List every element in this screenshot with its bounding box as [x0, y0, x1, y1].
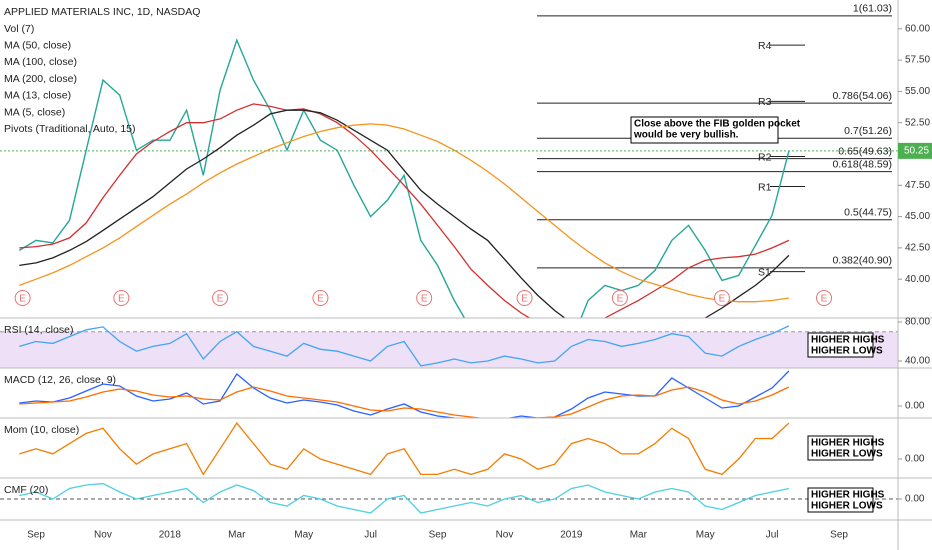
y-tick-label: 60.00: [905, 23, 930, 34]
y-tick-label: 57.50: [905, 55, 930, 66]
earnings-marker: [713, 290, 730, 306]
series-line: [19, 325, 790, 367]
earnings-marker: [312, 290, 329, 306]
note-box: [630, 116, 779, 144]
legend-entry: MA (50, close): [4, 39, 71, 51]
x-tick-label: Sep: [429, 530, 447, 541]
note-text: HIGHER LOWS: [811, 501, 883, 512]
y-tick-label: 40.00: [905, 356, 930, 367]
pivot-label: R4: [758, 40, 772, 52]
y-tick-label: 40.00: [905, 274, 930, 285]
series-line: [19, 386, 790, 418]
series-line: [19, 370, 790, 418]
earnings-marker: [212, 290, 229, 306]
earnings-label: E: [521, 294, 528, 305]
x-tick-label: Sep: [27, 530, 45, 541]
earnings-marker: [516, 290, 533, 306]
legend-entry: Pivots (Traditional, Auto, 15): [4, 123, 136, 135]
series-line: [19, 421, 790, 476]
pane: [0, 15, 898, 318]
pane: [19, 421, 790, 476]
earnings-label: E: [719, 294, 726, 305]
pivot-label: R1: [758, 181, 772, 193]
earnings-label: E: [217, 294, 224, 305]
x-tick-label: 2018: [159, 530, 182, 541]
rsi-band: [0, 331, 898, 368]
fib-label: 0.7(51.26): [844, 125, 892, 137]
note-box: [807, 435, 874, 461]
fib-label: 0.382(40.90): [832, 255, 892, 267]
y-tick-label: 52.50: [905, 117, 930, 128]
pane-title: Mom (10, close): [4, 424, 79, 436]
last-price-box: [898, 142, 932, 159]
note-text: HIGHER HIGHS: [811, 490, 885, 501]
note-box: [807, 332, 874, 358]
series-line: [19, 482, 790, 514]
x-tick-label: Nov: [496, 530, 514, 541]
x-tick-label: Mar: [630, 530, 648, 541]
chart-title: APPLIED MATERIALS INC, 1D, NASDAQ: [4, 6, 200, 18]
legend-entry: MA (13, close): [4, 90, 71, 102]
earnings-label: E: [118, 294, 125, 305]
pane-title: RSI (14, close): [4, 324, 73, 336]
pivot-label: R3: [758, 96, 772, 108]
note-text: HIGHER HIGHS: [811, 335, 885, 346]
series-line: [19, 123, 789, 303]
fib-label: 0.618(48.59): [832, 158, 892, 170]
series-line: [19, 109, 790, 318]
earnings-label: E: [19, 294, 26, 305]
legend-entry: MA (200, close): [4, 73, 77, 85]
pane: [0, 482, 898, 514]
x-tick-label: 2019: [560, 530, 583, 541]
pane: [0, 325, 898, 368]
y-tick-label: 42.50: [905, 243, 930, 254]
earnings-marker: [113, 290, 130, 306]
earnings-label: E: [421, 294, 428, 305]
y-tick-label: 45.00: [905, 211, 930, 222]
note-text: HIGHER HIGHS: [811, 438, 885, 449]
y-tick-label: 80.00: [905, 317, 930, 328]
x-tick-label: Nov: [94, 530, 112, 541]
y-tick-label: 0.00: [905, 454, 925, 465]
pane: [19, 370, 790, 418]
fib-label: 0.65(49.63): [838, 145, 892, 157]
y-tick-label: 0.00: [905, 401, 925, 412]
fib-label: 1(61.03): [853, 3, 892, 15]
earnings-label: E: [617, 294, 624, 305]
y-tick-label: 47.50: [905, 180, 930, 191]
earnings-label: E: [317, 294, 324, 305]
note-text: Close above the FIB golden pocket: [634, 119, 801, 130]
note-text: HIGHER LOWS: [811, 449, 883, 460]
x-tick-label: May: [294, 530, 313, 541]
earnings-label: E: [821, 294, 828, 305]
x-tick-label: Sep: [830, 530, 848, 541]
pane-title: MACD (12, 26, close, 9): [4, 374, 116, 386]
note-box: [807, 487, 874, 513]
last-price-label: 50.25: [904, 146, 929, 157]
pivot-label: S1: [758, 266, 771, 278]
fib-label: 0.786(54.06): [832, 90, 892, 102]
legend-entry: Vol (7): [4, 23, 34, 35]
earnings-marker: [611, 290, 628, 306]
earnings-marker: [816, 290, 833, 306]
x-tick-label: Jul: [766, 530, 779, 541]
note-text: HIGHER LOWS: [811, 346, 883, 357]
x-tick-label: Mar: [228, 530, 246, 541]
y-tick-label: 55.00: [905, 86, 930, 97]
note-text: would be very bullish.: [633, 130, 739, 141]
y-tick-label: 0.00: [905, 494, 925, 505]
x-tick-label: May: [696, 530, 715, 541]
x-tick-label: Jul: [364, 530, 377, 541]
legend-entry: MA (100, close): [4, 56, 77, 68]
pivot-label: R2: [758, 151, 772, 163]
series-line: [19, 103, 790, 318]
legend-entry: MA (5, close): [4, 106, 65, 118]
earnings-marker: [416, 290, 433, 306]
fib-label: 0.5(44.75): [844, 207, 892, 219]
earnings-marker: [14, 290, 31, 306]
series-line: [18, 38, 790, 318]
pane-title: CMF (20): [4, 484, 48, 496]
